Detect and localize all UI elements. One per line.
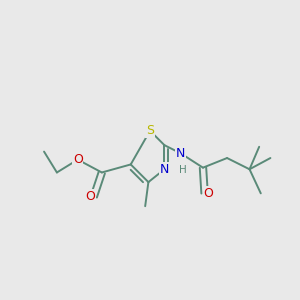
Text: O: O <box>86 190 95 203</box>
Text: O: O <box>73 153 83 166</box>
Text: O: O <box>203 187 213 200</box>
Text: S: S <box>146 124 154 137</box>
Text: N: N <box>176 147 185 160</box>
Text: N: N <box>160 163 169 176</box>
Text: H: H <box>179 165 187 175</box>
